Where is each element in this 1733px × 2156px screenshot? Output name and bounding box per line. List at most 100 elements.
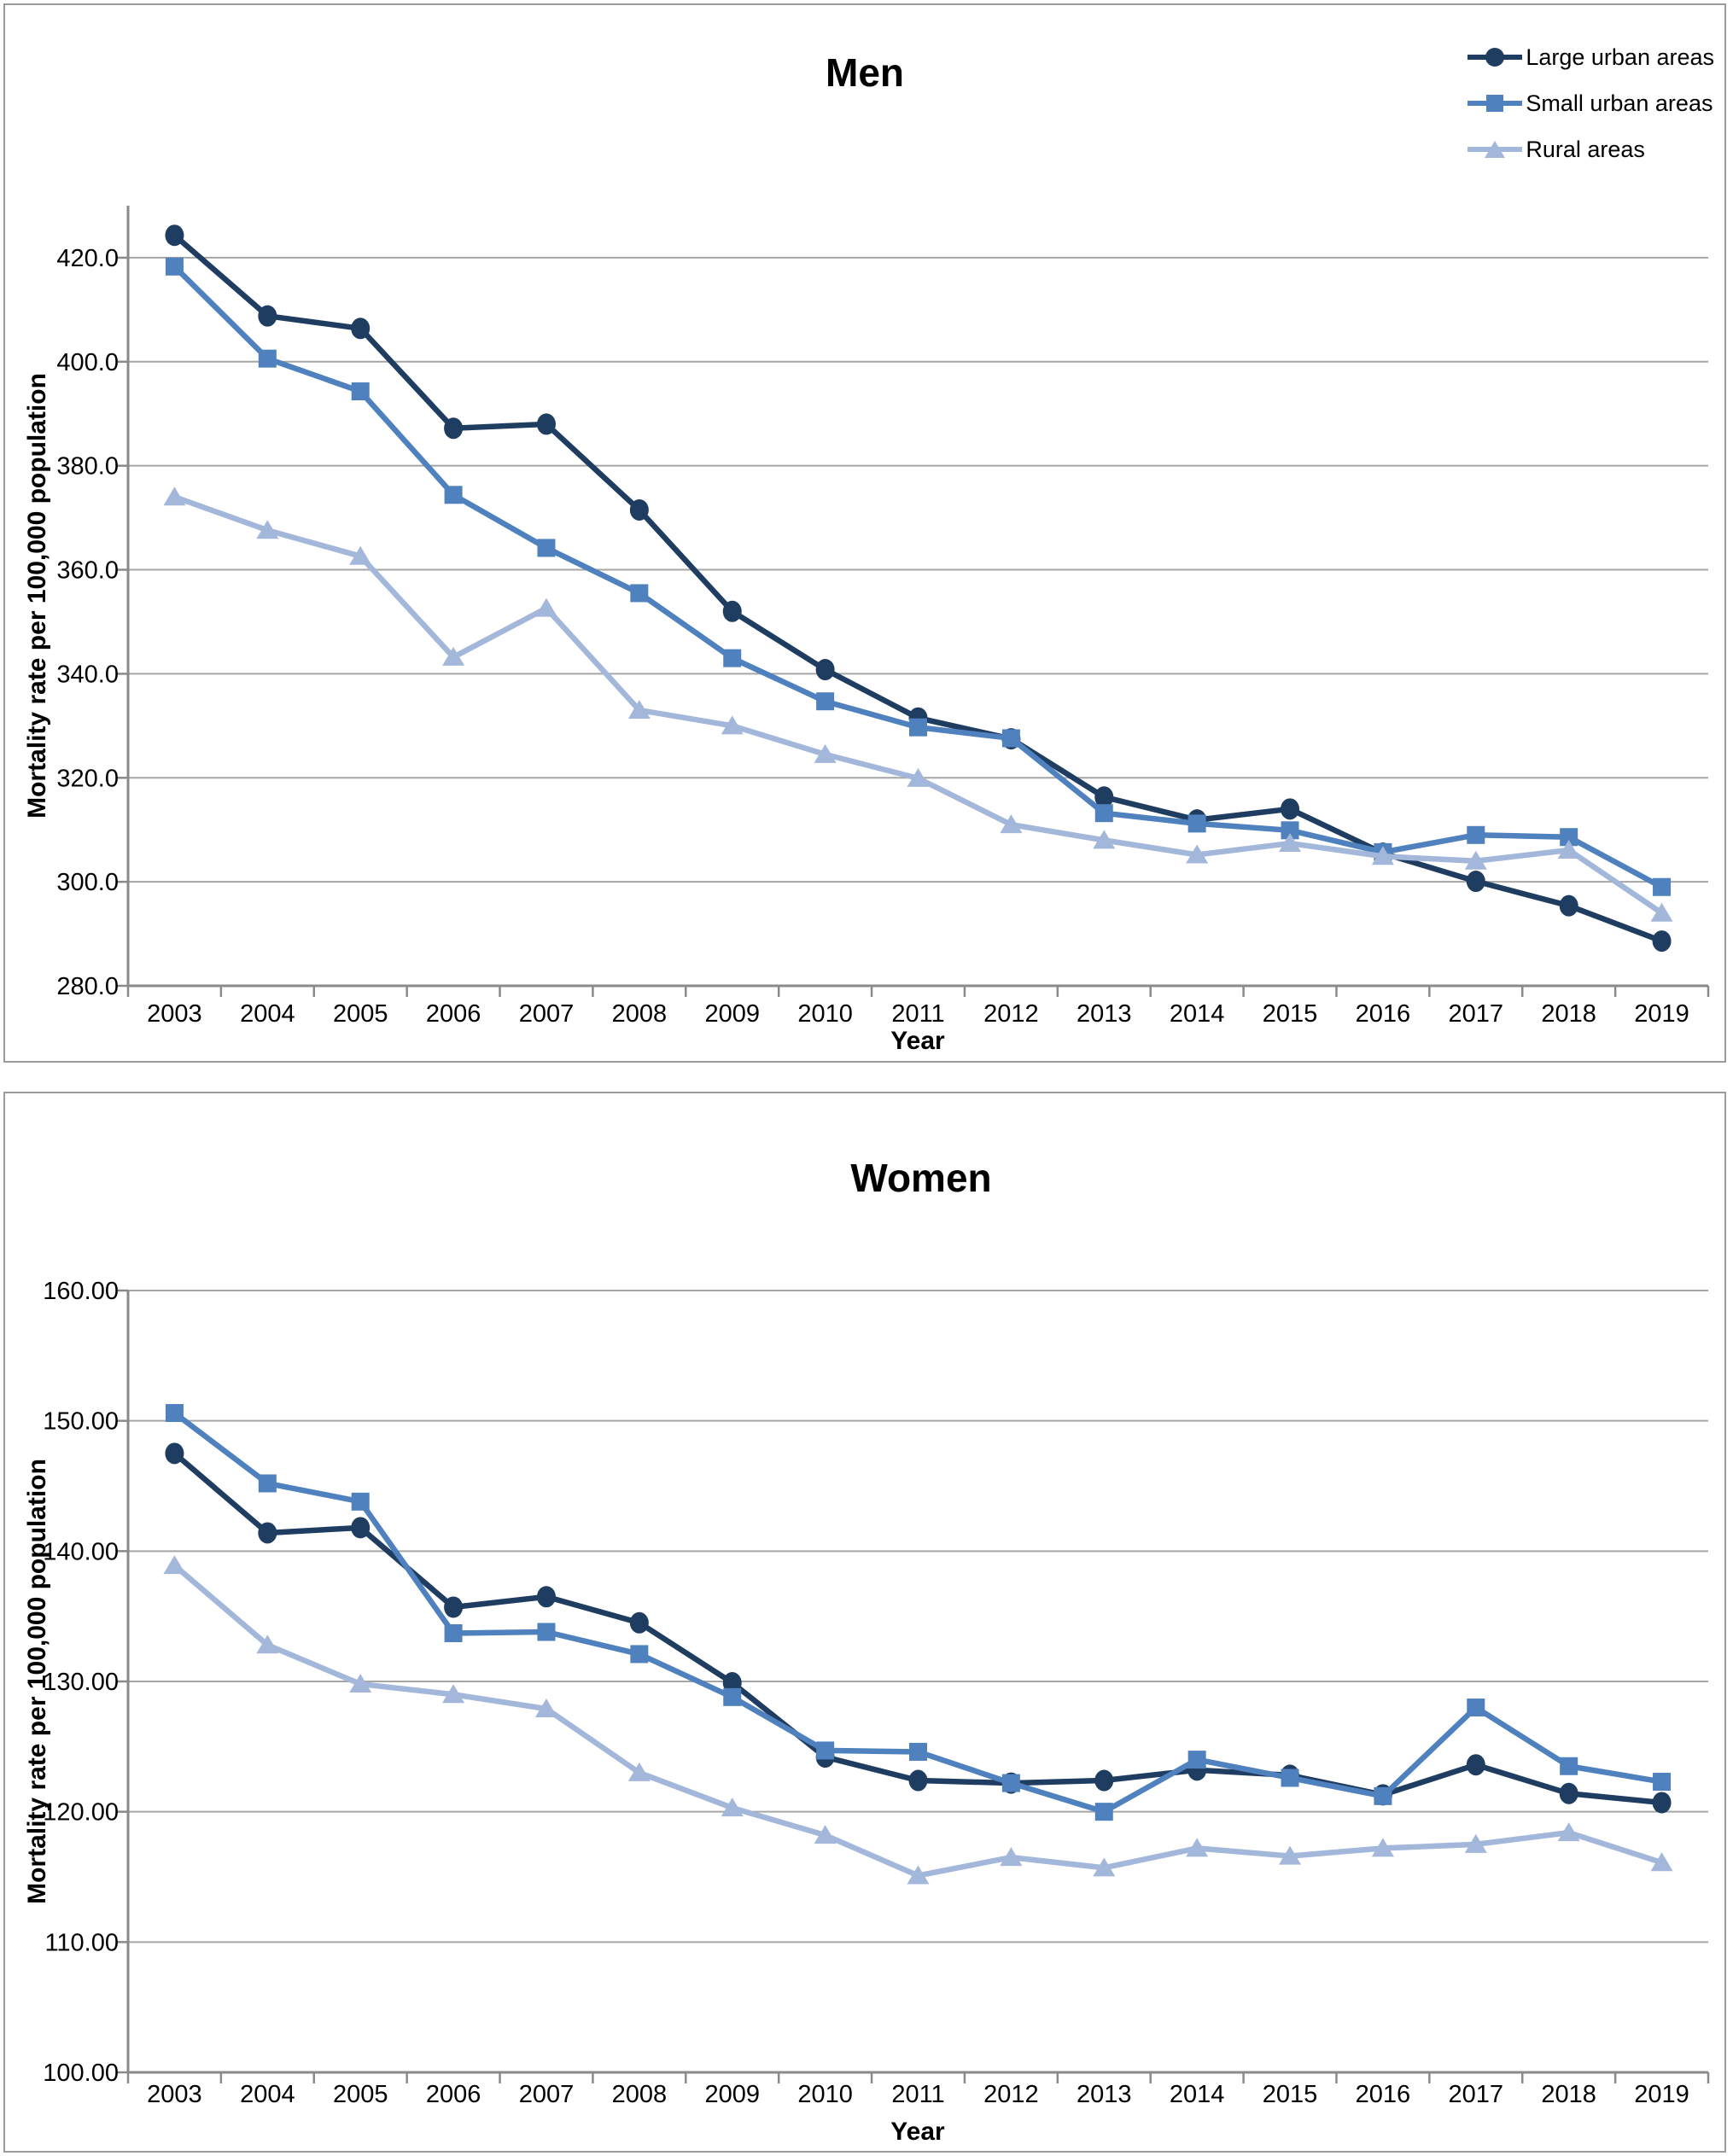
data-point-rural-areas — [163, 1555, 186, 1575]
data-point-rural-areas — [163, 487, 186, 506]
chart-legend: Large urban areas Small urban areas Rura… — [1468, 34, 1714, 172]
x-tick-label: 2010 — [797, 2081, 853, 2108]
men-chart-panel: Men Large urban areas Small urban areas … — [3, 3, 1726, 1063]
data-point-small-urban-areas — [537, 1623, 556, 1641]
x-tick-label: 2009 — [704, 2081, 760, 2108]
data-point-large-urban-areas — [1094, 786, 1114, 808]
y-tick-label: 120.00 — [43, 1799, 119, 1827]
data-point-rural-areas — [1000, 1847, 1023, 1867]
x-tick-label: 2017 — [1449, 1000, 1504, 1028]
data-point-rural-areas — [256, 520, 279, 539]
data-point-large-urban-areas — [629, 498, 649, 521]
data-point-large-urban-areas — [258, 1522, 277, 1544]
data-point-large-urban-areas — [722, 1672, 742, 1694]
data-point-rural-areas — [1000, 814, 1023, 834]
data-point-rural-areas — [1557, 839, 1580, 859]
x-tick-label: 2003 — [147, 2081, 202, 2108]
data-point-small-urban-areas — [1001, 1774, 1020, 1792]
x-tick-label: 2016 — [1356, 2081, 1411, 2108]
data-point-large-urban-areas — [351, 318, 371, 340]
x-tick-label: 2018 — [1541, 2081, 1596, 2108]
men-plot-area: 280.0 300.0 320.0 340.0 360.0 380.0 400.0 420.0… — [56, 206, 1710, 1028]
large-urban-line-circle-icon — [1468, 46, 1523, 68]
data-point-large-urban-areas — [165, 1442, 184, 1465]
x-tick-label: 2019 — [1634, 1000, 1689, 1028]
data-point-rural-areas — [1371, 846, 1394, 865]
legend-label: Large urban areas — [1526, 44, 1714, 70]
legend-label: Rural areas — [1526, 136, 1645, 162]
x-tick-label: 2018 — [1541, 1000, 1596, 1028]
women-chart-panel: Women Mortality rate per 100,000 populat… — [3, 1092, 1726, 2153]
x-tick-label: 2013 — [1077, 2081, 1132, 2108]
series-line-large-urban-areas — [172, 232, 1665, 944]
x-tick-label: 2003 — [147, 1000, 202, 1028]
data-point-large-urban-areas — [1466, 871, 1485, 893]
rural-line-triangle-icon — [1468, 138, 1523, 160]
data-point-small-urban-areas — [723, 1687, 742, 1706]
men-chart-title: Men — [826, 50, 904, 95]
data-point-large-urban-areas — [1559, 1782, 1578, 1804]
small-urban-line-square-icon — [1468, 92, 1523, 114]
data-point-rural-areas — [1464, 850, 1487, 870]
series-line-rural-areas — [172, 1562, 1665, 1879]
data-point-large-urban-areas — [1094, 1769, 1114, 1792]
data-point-small-urban-areas — [165, 1404, 184, 1423]
data-point-small-urban-areas — [816, 692, 835, 711]
data-point-small-urban-areas — [258, 349, 277, 368]
x-tick-label: 2012 — [983, 2081, 1039, 2108]
data-point-rural-areas — [907, 767, 930, 787]
data-point-small-urban-areas — [1001, 729, 1020, 748]
data-point-large-urban-areas — [258, 305, 277, 327]
data-point-large-urban-areas — [815, 659, 835, 681]
data-point-rural-areas — [1650, 1852, 1673, 1872]
y-tick-label: 150.00 — [43, 1408, 119, 1436]
series-line-small-urban-areas — [172, 264, 1665, 890]
data-point-rural-areas — [907, 1865, 930, 1885]
y-tick-label: 140.00 — [43, 1538, 119, 1565]
data-point-rural-areas — [1093, 1857, 1116, 1877]
x-tick-label: 2008 — [612, 2081, 668, 2108]
y-tick-label: 300.0 — [56, 869, 119, 896]
x-tick-label: 2014 — [1170, 2081, 1225, 2108]
data-point-small-urban-areas — [1467, 1699, 1485, 1717]
data-point-rural-areas — [256, 1634, 279, 1654]
women-plot-area: 100.00 110.00 120.00 130.00 140.00 150.00 160.… — [43, 1278, 1710, 2108]
data-point-small-urban-areas — [723, 649, 742, 667]
data-point-large-urban-areas — [1652, 930, 1672, 953]
data-point-small-urban-areas — [1560, 828, 1578, 847]
data-point-rural-areas — [627, 700, 651, 720]
women-x-axis-title: Year — [890, 2118, 945, 2146]
data-point-rural-areas — [814, 1825, 837, 1844]
data-point-small-urban-areas — [1187, 814, 1206, 833]
series-line-rural-areas — [172, 493, 1665, 916]
data-point-rural-areas — [721, 1798, 744, 1817]
data-point-rural-areas — [1186, 844, 1209, 864]
data-point-small-urban-areas — [1374, 1786, 1392, 1805]
data-point-large-urban-areas — [536, 1586, 556, 1608]
x-tick-label: 2004 — [240, 1000, 295, 1028]
data-point-small-urban-areas — [1187, 1751, 1206, 1769]
x-tick-label: 2009 — [704, 1000, 760, 1028]
data-point-rural-areas — [442, 646, 465, 666]
data-point-small-urban-areas — [1094, 1803, 1113, 1821]
data-point-rural-areas — [1371, 1838, 1394, 1857]
x-tick-label: 2005 — [333, 1000, 388, 1028]
x-tick-label: 2011 — [891, 1000, 944, 1028]
women-chart-title: Women — [850, 1156, 992, 1200]
y-tick-label: 320.0 — [56, 765, 119, 792]
data-point-large-urban-areas — [1466, 1754, 1485, 1776]
data-point-small-urban-areas — [630, 1645, 649, 1664]
data-point-small-urban-areas — [1560, 1757, 1578, 1775]
y-tick-label: 160.00 — [43, 1278, 119, 1305]
x-tick-label: 2012 — [983, 1000, 1039, 1028]
x-tick-label: 2007 — [519, 1000, 575, 1028]
data-point-rural-areas — [721, 715, 744, 735]
legend-item-large-urban-areas: Large urban areas — [1468, 34, 1714, 80]
data-point-large-urban-areas — [536, 413, 556, 435]
data-point-rural-areas — [534, 597, 557, 617]
x-tick-label: 2019 — [1634, 2081, 1689, 2108]
x-tick-label: 2006 — [426, 2081, 481, 2108]
data-point-rural-areas — [349, 1674, 372, 1693]
data-point-rural-areas — [534, 1699, 557, 1718]
data-point-large-urban-areas — [1652, 1792, 1672, 1814]
